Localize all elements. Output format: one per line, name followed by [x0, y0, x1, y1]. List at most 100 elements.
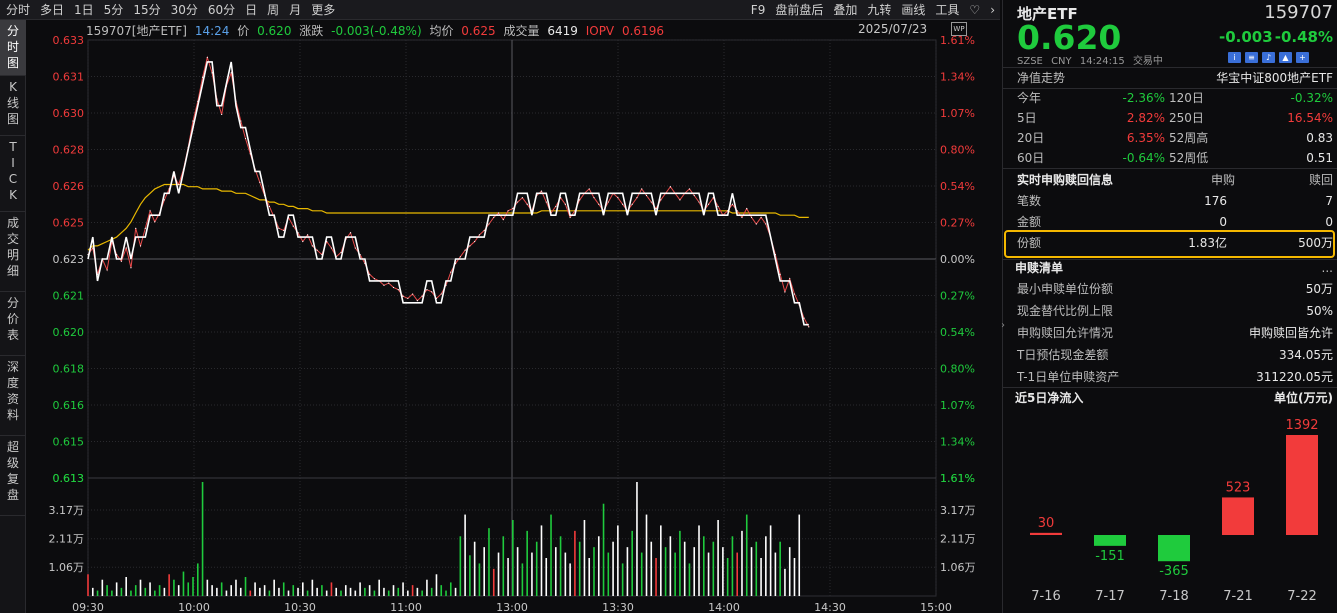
header-price-label: 价 — [237, 24, 250, 38]
y-tick-left: 0.633 — [53, 34, 85, 47]
toolbar-tab-10[interactable]: 更多 — [311, 2, 336, 17]
volume-bar — [206, 579, 209, 596]
volume-bar — [722, 547, 724, 596]
toolbar-tab-4[interactable]: 15分 — [133, 2, 161, 17]
price-point — [431, 291, 433, 293]
list-header[interactable]: 申赎清单 ... — [1015, 258, 1333, 278]
inflow-date-label: 7-16 — [1031, 589, 1061, 604]
inflow-value-label: 1392 — [1285, 418, 1318, 433]
toolbar-tool-1[interactable]: 盘前盘后 — [775, 3, 824, 17]
price-point — [421, 295, 423, 297]
plus-icon[interactable]: + — [1296, 52, 1309, 63]
wp-badge-icon[interactable]: WP — [951, 22, 967, 36]
perf-row: 60日 -0.64% 52周低 0.51 — [1017, 148, 1333, 168]
volume-bar — [736, 552, 738, 596]
info-icon[interactable]: i — [1228, 52, 1241, 63]
volume-bar — [287, 590, 290, 596]
heart-icon[interactable]: ♡ — [969, 3, 981, 17]
toolbar-tab-8[interactable]: 周 — [267, 2, 280, 17]
price-point — [168, 188, 170, 190]
perf-value: 6.35% — [1126, 131, 1165, 145]
volume-bar — [664, 547, 667, 596]
side-tab-5[interactable]: 深度资料 — [0, 356, 26, 436]
price-point — [583, 192, 586, 194]
expand-arrow-icon[interactable]: › — [1001, 320, 1005, 331]
panel-icon-group: i ≡ ♪ ▲ + — [1228, 52, 1313, 63]
quote-time: 14:24:15 — [1079, 56, 1125, 67]
price-point — [187, 146, 189, 148]
volume-bar — [211, 585, 213, 596]
toolbar-tool-3[interactable]: 九转 — [867, 3, 892, 17]
price-point — [297, 232, 299, 234]
list-more-button[interactable]: ... — [1321, 261, 1333, 275]
toolbar-tab-3[interactable]: 5分 — [103, 2, 124, 17]
price-point — [445, 284, 447, 286]
document-icon[interactable]: ≡ — [1245, 52, 1258, 63]
list-label: T-1日单位申赎资产 — [1017, 370, 1120, 384]
inflow-value-label: 30 — [1038, 516, 1055, 531]
price-point — [96, 273, 99, 275]
toolbar-tab-2[interactable]: 1日 — [74, 2, 94, 17]
bell-icon[interactable]: ♪ — [1262, 52, 1275, 63]
volume-bar — [607, 552, 610, 596]
price-series-group — [87, 55, 810, 328]
volume-bar — [674, 552, 676, 596]
price-point — [273, 216, 275, 218]
volume-bar — [588, 558, 591, 596]
subscription-label: 金额 — [1017, 215, 1042, 229]
toolbar-tab-0[interactable]: 分时 — [6, 2, 31, 17]
price-point — [106, 269, 108, 271]
list-label: T日预估现金差额 — [1017, 348, 1109, 362]
volume-bar — [182, 571, 185, 596]
toolbar-tool-4[interactable]: 画线 — [901, 3, 926, 17]
price-point — [774, 254, 776, 256]
side-tab-6[interactable]: 超级复盘 — [0, 436, 26, 516]
y-tick-left: 0.616 — [53, 399, 85, 412]
chevron-right-icon[interactable]: › — [990, 3, 995, 17]
price-point — [693, 194, 695, 197]
volume-bar — [407, 590, 409, 596]
nav-trend-label[interactable]: 净值走势 — [1017, 71, 1066, 85]
volume-bar — [440, 585, 443, 596]
price-point — [130, 267, 132, 269]
price-point — [159, 212, 161, 214]
side-tab-3[interactable]: 成交明细 — [0, 212, 26, 292]
volume-bar — [220, 582, 223, 596]
volume-bar — [96, 590, 99, 596]
toolbar-tab-1[interactable]: 多日 — [40, 2, 65, 17]
side-tab-0[interactable]: 分时图 — [0, 20, 26, 76]
list-value: 申购赎回皆允许 — [1248, 326, 1333, 340]
x-tick-label: 10:00 — [178, 601, 210, 613]
price-point — [392, 286, 395, 289]
price-point — [755, 223, 757, 225]
toolbar-tab-5[interactable]: 30分 — [170, 2, 198, 17]
volume-bar — [292, 585, 295, 596]
toolbar-tab-7[interactable]: 日 — [245, 2, 258, 17]
price-point — [555, 205, 557, 208]
side-tab-4[interactable]: 分价表 — [0, 292, 26, 356]
pin-icon[interactable]: ▲ — [1279, 52, 1292, 63]
price-point — [765, 223, 767, 225]
toolbar-tool-2[interactable]: 叠加 — [833, 3, 858, 17]
price-point — [559, 197, 562, 199]
subscription-buy-value: 176 — [1204, 194, 1227, 208]
inflow-value-label: -365 — [1159, 564, 1189, 579]
toolbar-tool-5[interactable]: 工具 — [935, 3, 960, 17]
price-point — [139, 245, 142, 247]
volume-bar — [717, 520, 719, 596]
y-tick-left: 0.630 — [53, 107, 85, 120]
market-meta: SZSE CNY 14:24:15 交易中 — [1017, 52, 1168, 67]
price-point — [163, 199, 165, 201]
intraday-chart[interactable]: 0.633 1.61% 0.631 1.34% 0.630 1.07% 0.628 0.80%… — [26, 20, 1000, 613]
volume-bar — [626, 547, 629, 596]
toolbar-tab-6[interactable]: 60分 — [207, 2, 236, 17]
price-point — [645, 194, 648, 197]
toolbar-tab-9[interactable]: 月 — [289, 2, 302, 17]
price-point — [383, 284, 385, 286]
toolbar-tool-0[interactable]: F9 — [750, 3, 766, 17]
quote-panel: 地产ETF 159707 0.620 -0.003 -0.48% SZSE CN… — [1002, 0, 1337, 613]
price-point — [564, 203, 566, 205]
nav-row[interactable]: 净值走势 华宝中证800地产ETF — [1017, 68, 1333, 88]
